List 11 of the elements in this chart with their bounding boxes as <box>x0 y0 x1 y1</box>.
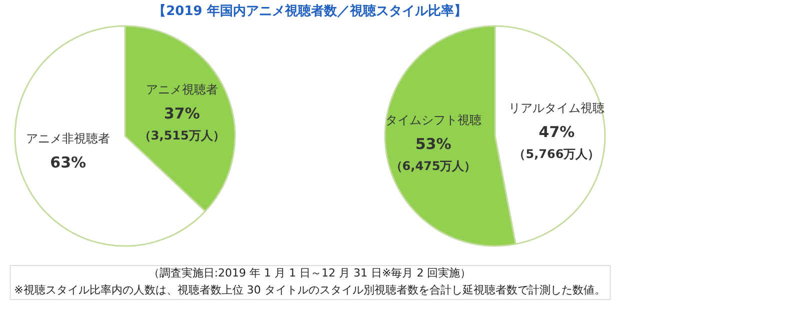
text: 53% （6,475万人） <box>390 134 476 173</box>
text: 37% （3,515万人） <box>138 104 225 142</box>
slice-label: タイムシフト視聴 <box>385 112 482 127</box>
slice-label: リアルタイム視聴 <box>508 101 605 116</box>
data-label: 63% <box>50 154 86 172</box>
text: 47% （5,766万人） <box>514 123 600 162</box>
text: ※視聴スタイル比率内の人数は、視聴者数上位 30 タイトルのスタイル別視聴者数を合計し延視聴者数で計測した数値。 <box>14 284 606 296</box>
slice-label: アニメ視聴者 <box>146 82 218 96</box>
text: （調査実施日:2019 年 1 月 1 日～12 月 31 日※毎月 2 回実施） <box>148 266 472 280</box>
slice-label: アニメ非視聴者 <box>26 132 110 146</box>
text: 【2019 年国内アニメ視聴者数／視聴スタイル比率】 <box>153 3 467 19</box>
